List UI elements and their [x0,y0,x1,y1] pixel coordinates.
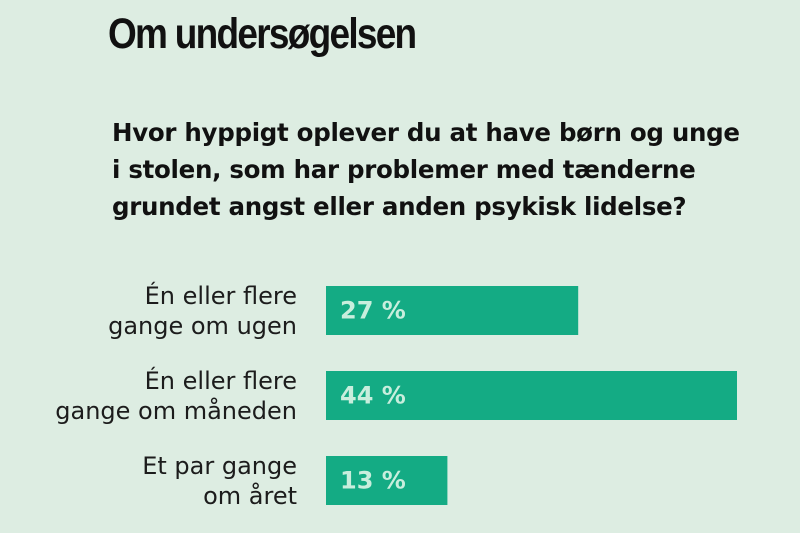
bar-1 [326,286,579,335]
category-label-1-line-1: Én eller flere [145,281,297,310]
value-label-3: 13 % [340,467,406,495]
category-label-2-line-2: gange om måneden [55,396,297,425]
category-label-3-line-2: om året [203,481,297,510]
survey-question: Hvor hyppigt oplever du at have børn og … [112,114,792,225]
bar-2 [326,371,737,420]
value-label-1: 27 % [340,297,406,325]
value-label-2: 44 % [340,382,406,410]
page-title: Om undersøgelsen [108,10,417,58]
question-line-1: Hvor hyppigt oplever du at have børn og … [112,118,740,147]
category-label-3-line-1: Et par gange [142,452,297,480]
question-line-2: i stolen, som har problemer med tænderne [112,155,696,184]
category-label-2-line-1: Én eller flere [145,366,297,395]
bar-3 [326,456,448,505]
question-line-3: grundet angst eller anden psykisk lidels… [112,192,687,221]
category-label-1-line-2: gange om ugen [108,312,297,340]
